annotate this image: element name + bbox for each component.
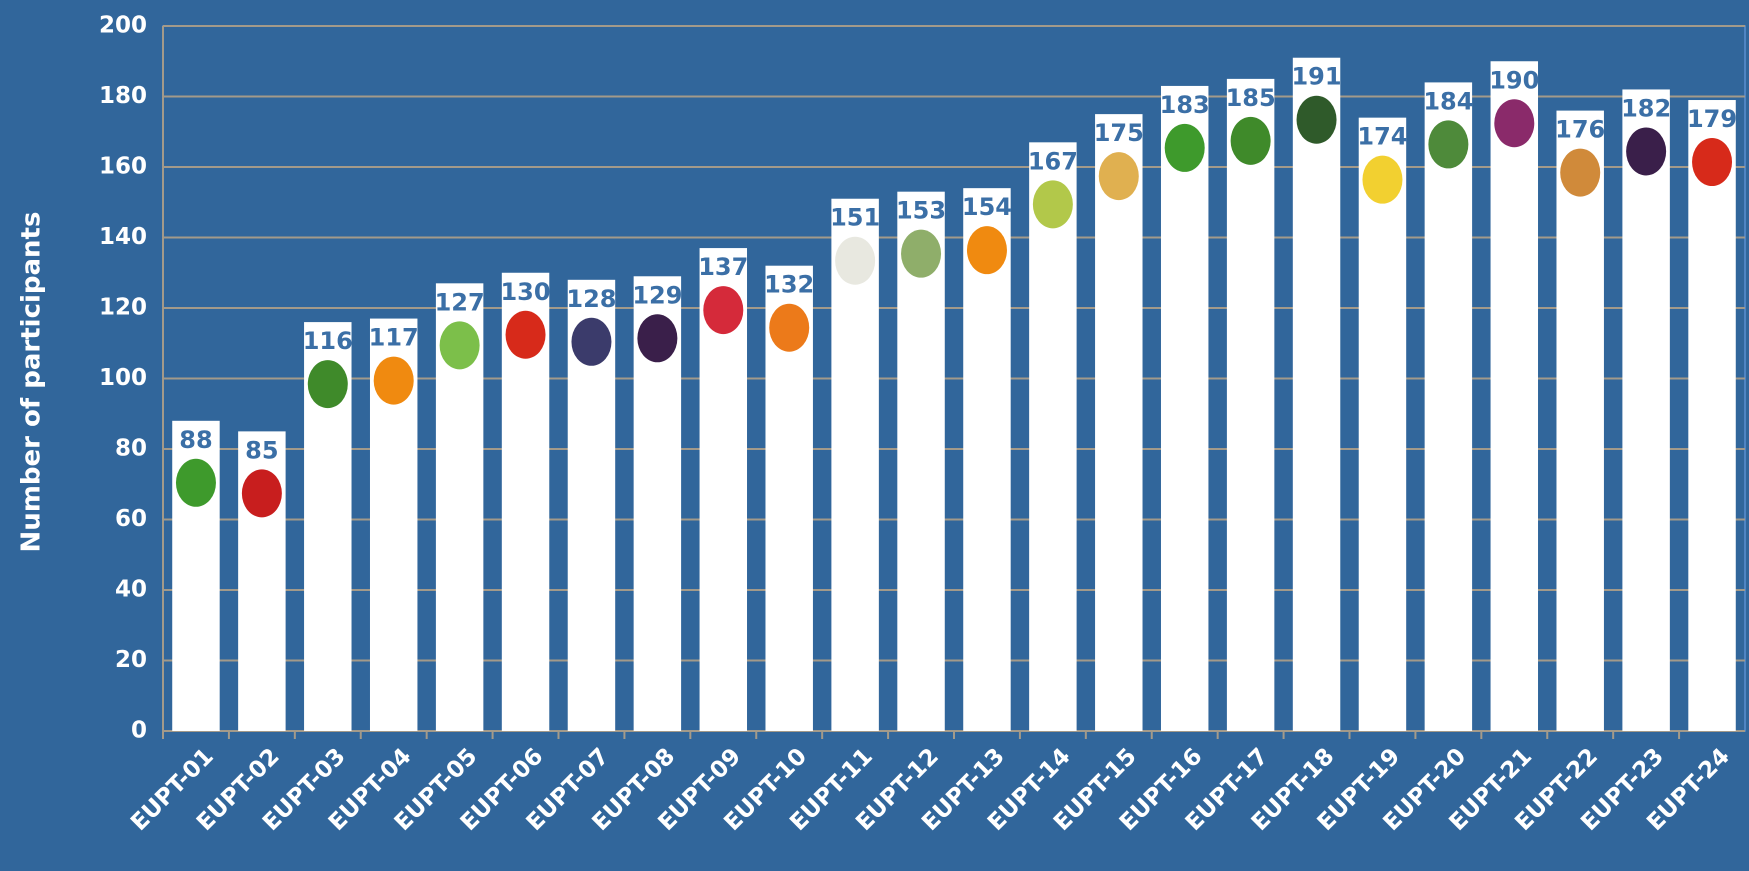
value-label: 117	[369, 324, 419, 352]
produce-icon	[1296, 95, 1337, 144]
produce-icon	[373, 356, 414, 405]
value-label: 127	[435, 288, 485, 316]
produce-icon	[966, 226, 1007, 275]
produce-icon	[439, 321, 480, 370]
value-label: 190	[1489, 66, 1539, 94]
bar	[1358, 117, 1407, 731]
bar	[1424, 82, 1473, 731]
bar	[1029, 142, 1077, 731]
bar	[1688, 100, 1736, 731]
y-tick-label: 40	[115, 577, 147, 603]
produce-icon	[1164, 123, 1205, 172]
y-tick-label: 20	[115, 647, 147, 673]
produce-icon	[175, 458, 216, 507]
produce-icon	[835, 236, 876, 285]
value-label: 130	[500, 278, 550, 306]
value-label: 116	[303, 327, 353, 355]
y-tick-label: 0	[131, 718, 147, 744]
produce-icon	[1494, 99, 1535, 148]
value-label: 128	[566, 285, 616, 313]
y-axis-label: Number of participants	[17, 212, 47, 553]
bar	[831, 198, 879, 732]
produce-icon	[1560, 148, 1601, 197]
value-label: 174	[1357, 123, 1407, 151]
bar	[1160, 85, 1209, 732]
produce-icon	[1428, 120, 1469, 169]
y-tick-label: 160	[99, 154, 147, 180]
produce-icon	[1626, 127, 1667, 176]
produce-icon	[1230, 116, 1271, 165]
produce-icon	[241, 469, 282, 518]
produce-icon	[1692, 138, 1733, 187]
bar	[1490, 61, 1539, 731]
produce-icon	[1098, 152, 1139, 201]
value-label: 137	[698, 253, 748, 281]
bar	[1292, 57, 1341, 732]
bar	[1226, 78, 1275, 731]
y-tick-label: 100	[99, 365, 147, 391]
value-label: 153	[896, 197, 946, 225]
value-label: 151	[830, 204, 880, 232]
y-tick-label: 80	[115, 436, 147, 462]
bar	[897, 191, 945, 732]
produce-icon	[703, 286, 744, 335]
produce-icon	[505, 310, 546, 359]
value-label: 185	[1226, 84, 1276, 112]
value-label: 154	[962, 193, 1012, 221]
bar	[1095, 114, 1143, 731]
produce-icon	[307, 360, 348, 409]
value-label: 88	[179, 426, 212, 454]
value-label: 176	[1555, 116, 1605, 144]
produce-icon	[901, 229, 942, 278]
value-label: 167	[1028, 147, 1078, 175]
y-tick-label: 200	[99, 13, 147, 39]
y-tick-label: 120	[99, 295, 147, 321]
value-label: 183	[1160, 91, 1210, 119]
y-tick-label: 60	[115, 506, 147, 532]
value-label: 179	[1687, 105, 1737, 133]
produce-icon	[637, 314, 678, 363]
y-tick-label: 180	[99, 83, 147, 109]
produce-icon	[571, 317, 612, 366]
produce-icon	[769, 303, 810, 352]
value-label: 182	[1621, 94, 1671, 122]
produce-icon	[1362, 155, 1403, 204]
value-label: 175	[1094, 119, 1144, 147]
y-tick-label: 140	[99, 224, 147, 250]
produce-icon	[1032, 180, 1073, 229]
bar	[1622, 89, 1670, 731]
value-label: 132	[764, 271, 814, 299]
value-label: 184	[1423, 87, 1473, 115]
value-label: 85	[245, 436, 278, 464]
bar	[963, 188, 1011, 731]
value-label: 129	[632, 281, 682, 309]
value-label: 191	[1291, 63, 1341, 91]
bar	[1556, 110, 1604, 732]
